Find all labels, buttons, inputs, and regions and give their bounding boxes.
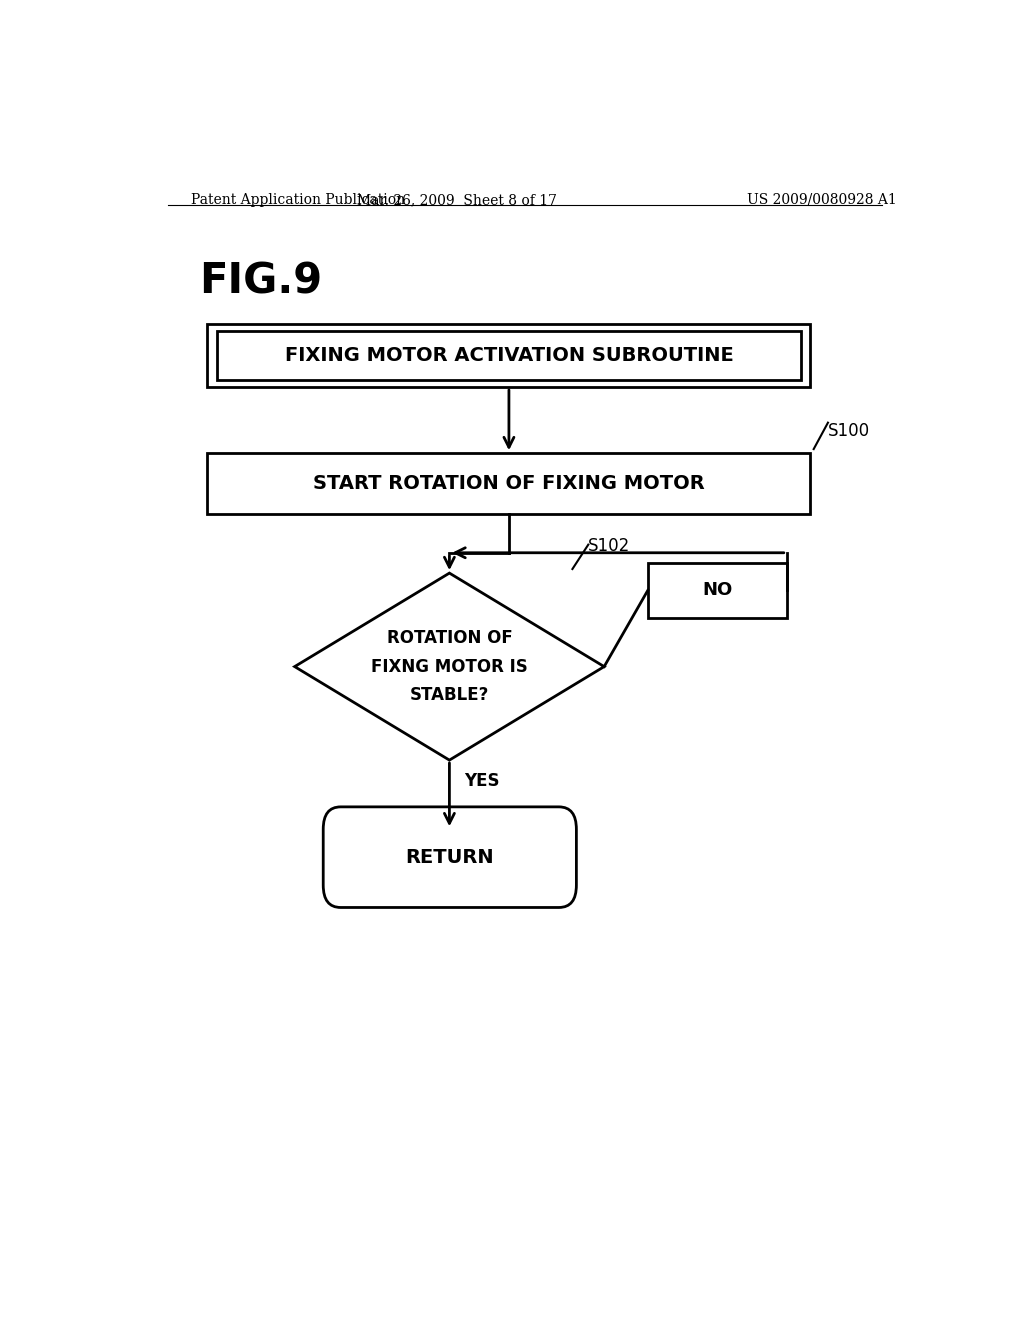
FancyBboxPatch shape	[324, 807, 577, 907]
Text: ROTATION OF: ROTATION OF	[386, 630, 512, 647]
Text: S100: S100	[828, 422, 870, 440]
Text: Patent Application Publication: Patent Application Publication	[191, 193, 406, 207]
Bar	[207, 453, 811, 515]
Bar	[648, 562, 786, 618]
Text: FIXING MOTOR ACTIVATION SUBROUTINE: FIXING MOTOR ACTIVATION SUBROUTINE	[285, 346, 733, 366]
Text: US 2009/0080928 A1: US 2009/0080928 A1	[748, 193, 897, 207]
Text: S102: S102	[588, 537, 631, 554]
Text: FIXNG MOTOR IS: FIXNG MOTOR IS	[371, 657, 527, 676]
Text: Mar. 26, 2009  Sheet 8 of 17: Mar. 26, 2009 Sheet 8 of 17	[357, 193, 557, 207]
Polygon shape	[295, 573, 604, 760]
Text: NO: NO	[702, 581, 732, 599]
Text: STABLE?: STABLE?	[410, 686, 489, 704]
Text: START ROTATION OF FIXING MOTOR: START ROTATION OF FIXING MOTOR	[313, 474, 705, 494]
Text: YES: YES	[464, 772, 499, 791]
Bar	[217, 331, 801, 380]
Bar	[207, 325, 811, 387]
Text: RETURN: RETURN	[406, 847, 495, 867]
Text: FIG.9: FIG.9	[200, 260, 323, 302]
